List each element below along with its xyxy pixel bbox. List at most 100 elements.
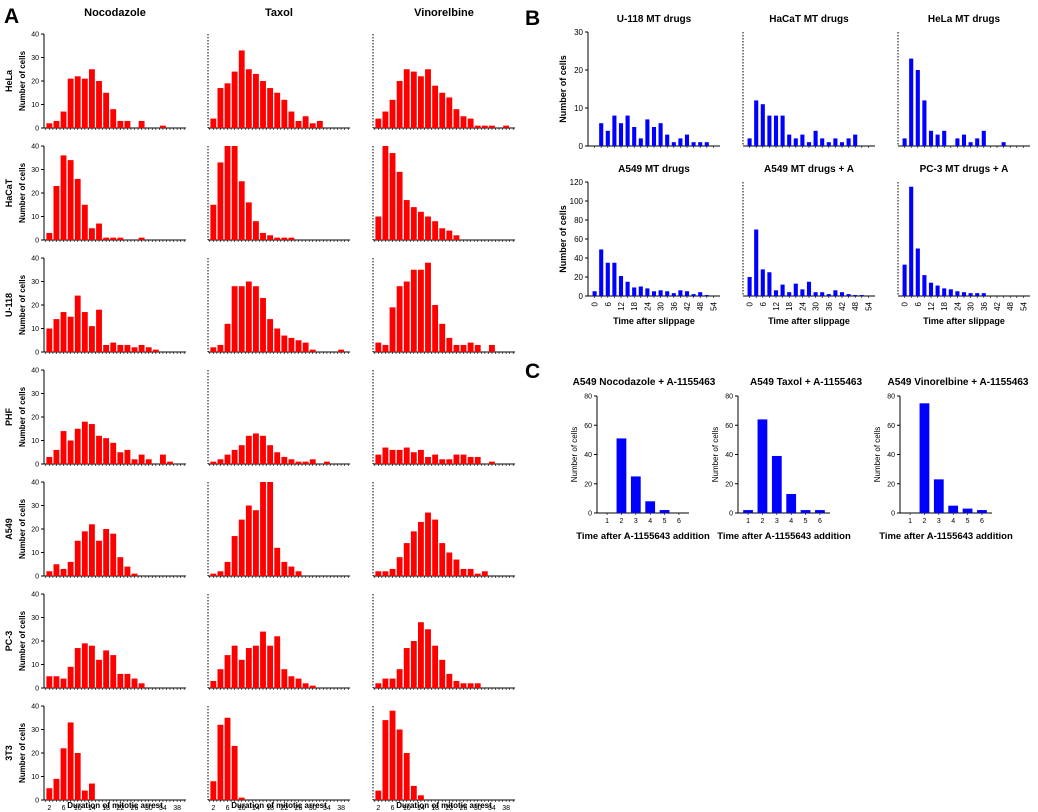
bar-hela-taxol-30 (309, 123, 316, 128)
bar-pc-3-nocodazole-8 (67, 666, 74, 688)
bar-u-118-nocodazole-30 (145, 347, 152, 352)
bar-hela-vinorelbine-8 (396, 81, 403, 128)
y-tick-label: 0 (891, 511, 895, 518)
bar-phf-vinorelbine-8 (396, 449, 403, 464)
y-tick-label: 0 (579, 292, 584, 301)
bar-hacat-vinorelbine-20 (439, 228, 446, 240)
bar-phf-vinorelbine-2 (375, 454, 382, 464)
bar-u-118-taxol-2 (210, 347, 217, 352)
bar-pc-3-vinorelbine-20 (439, 659, 446, 688)
bar-u-118-taxol-12 (245, 281, 252, 352)
histogram-phf-nocodazole: 0 10 20 30 40 (31, 368, 186, 469)
bar-3t3-nocodazole-2 (46, 788, 53, 800)
bar-a549-vinorelbine-32 (481, 571, 488, 576)
bar-u-118-nocodazole-24 (124, 344, 131, 352)
bar-pc-3-mt-drugs-a-9 (922, 275, 927, 296)
bar-u-118-mt-drugs-48 (698, 142, 703, 146)
y-tick-label: 120 (570, 178, 584, 187)
bar-u-118-mt-drugs-12 (618, 123, 624, 146)
x-tick-label: 6 (677, 518, 681, 525)
y-tick-label: 40 (31, 592, 39, 599)
bar-hela-taxol-22 (281, 99, 288, 128)
bar-a549-vinorelbine-26 (460, 568, 467, 576)
bar-phf-taxol-2 (210, 461, 217, 464)
bar-3t3-vinorelbine-8 (396, 729, 403, 800)
bar-a549-nocodazole-16 (96, 540, 102, 576)
bar-pc-3-vinorelbine-30 (474, 683, 481, 688)
histogram-hela-taxol (207, 34, 350, 130)
bar-u-118-nocodazole-32 (152, 349, 159, 352)
y-tick-label: 80 (725, 394, 733, 401)
y-tick-label: 10 (31, 774, 39, 781)
x-tick-label: 2 (47, 805, 51, 812)
x-tick-label: 42 (838, 301, 847, 310)
histogram-a549-vinorelbine-a-1155463: A549 Vinorelbine + A-1155463 0 20 40 60 80 Num… (873, 377, 1029, 542)
bar-hela-vinorelbine-32 (481, 125, 488, 128)
bar-u-118-mt-drugs-18 (632, 127, 637, 146)
bar-pc-3-taxol-10 (238, 659, 245, 688)
bar-pc-3-taxol-2 (210, 680, 217, 688)
bar-a549-mt-drugs-a-12 (773, 290, 779, 296)
bar-3t3-vinorelbine-6 (389, 710, 396, 800)
row-label-a549: A549 (4, 518, 14, 540)
bar-phf-vinorelbine-10 (403, 447, 410, 464)
bar-u-118-mt-drugs-30 (658, 123, 663, 146)
bar-phf-vinorelbine-14 (417, 449, 424, 464)
chart-title: HaCaT MT drugs (769, 14, 849, 25)
bar-a549-vinorelbine-4 (382, 571, 389, 576)
x-tick-label: 18 (431, 805, 439, 812)
y-tick-label: 100 (570, 197, 584, 206)
bar-hela-nocodazole-2 (46, 123, 53, 128)
y-axis-label: Number of cells (570, 427, 579, 483)
bar-u-118-vinorelbine-12 (410, 269, 417, 352)
y-axis-label: Number of cells (558, 205, 568, 273)
bar-hela-nocodazole-14 (88, 69, 95, 128)
bar-u-118-nocodazole-10 (74, 295, 81, 352)
bar-3t3-nocodazole-4 (53, 778, 60, 800)
y-tick-label: 0 (35, 126, 39, 133)
bar-u-118-nocodazole-20 (110, 342, 117, 352)
bar-hacat-taxol-12 (245, 202, 252, 240)
bar-a549-taxol-a-1155463-1 (743, 510, 753, 513)
x-tick-label: 1 (605, 518, 609, 525)
x-tick-label: 2 (376, 805, 380, 812)
bar-pc-3-mt-drugs-a-18 (942, 288, 947, 296)
bar-a549-taxol-4 (217, 571, 224, 576)
bar-hacat-taxol-6 (224, 146, 231, 240)
x-tick-label: 18 (266, 805, 274, 812)
y-tick-label: 40 (887, 452, 895, 459)
bar-u-118-taxol-24 (288, 337, 295, 352)
bar-a549-vinorelbine-14 (417, 521, 424, 576)
x-axis-label: Time after slippage (613, 316, 695, 326)
y-tick-label: 30 (31, 615, 39, 622)
bar-a549-mt-drugs-27 (651, 291, 657, 296)
panel-c-histograms: A549 Nocodazole + A-1155463020406080Numb… (570, 377, 1029, 542)
bar-u-118-mt-drugs-15 (625, 115, 630, 146)
x-tick-label: 42 (683, 301, 692, 310)
y-tick-label: 40 (31, 480, 39, 487)
bar-u-118-vinorelbine-10 (403, 281, 410, 352)
bar-u-118-mt-drugs-33 (665, 134, 670, 146)
bar-hacat-nocodazole-20 (110, 237, 117, 240)
bar-pc-3-taxol-18 (267, 645, 274, 688)
x-tick-label: 3 (775, 518, 779, 525)
bar-hela-mt-drugs-6 (915, 70, 920, 146)
bar-a549-mt-drugs-18 (632, 287, 637, 296)
bar-pc-3-taxol-14 (252, 645, 259, 688)
bar-a549-vinorelbine-16 (425, 512, 431, 576)
bar-phf-taxol-6 (224, 454, 231, 464)
x-tick-label: 6 (759, 301, 768, 306)
bar-3t3-vinorelbine-12 (410, 785, 417, 800)
y-tick-label: 80 (574, 216, 583, 225)
bar-hacat-taxol-2 (210, 204, 217, 240)
bar-pc-3-taxol-4 (217, 669, 224, 688)
bar-a549-mt-drugs-6 (605, 262, 610, 296)
chart-title: A549 MT drugs + A (764, 164, 854, 175)
x-tick-label: 48 (696, 301, 705, 310)
bar-u-118-taxol-8 (231, 286, 238, 352)
column-title-vinorelbine: Vinorelbine (414, 7, 474, 19)
bar-pc-3-vinorelbine-14 (417, 622, 424, 688)
bar-u-118-taxol-38 (338, 349, 345, 352)
bar-hela-nocodazole-24 (124, 120, 131, 128)
bar-a549-mt-drugs-42 (684, 291, 690, 296)
